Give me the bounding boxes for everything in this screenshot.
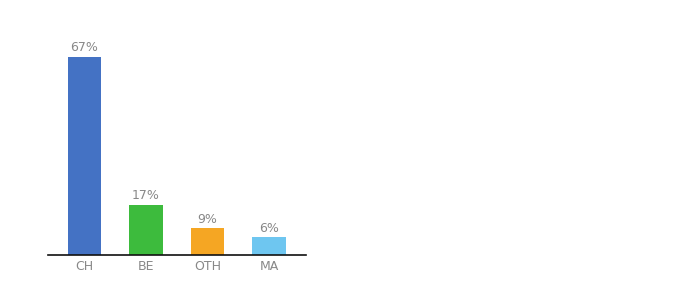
Text: 6%: 6% (259, 222, 279, 235)
Bar (67, 57, 101, 255)
Bar (252, 237, 286, 255)
Text: 17%: 17% (132, 189, 160, 202)
Text: 9%: 9% (198, 213, 218, 226)
Text: 67%: 67% (71, 41, 99, 54)
Bar (129, 205, 163, 255)
Bar (190, 228, 224, 255)
